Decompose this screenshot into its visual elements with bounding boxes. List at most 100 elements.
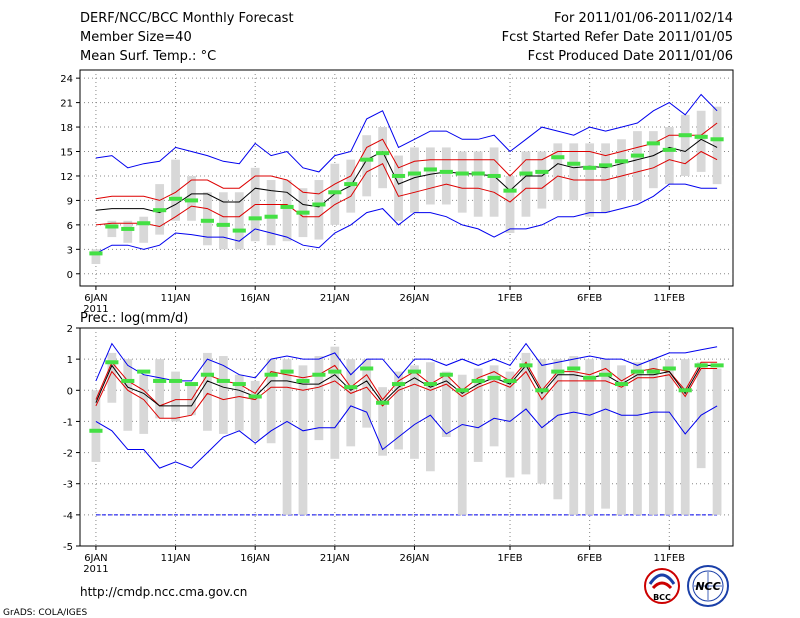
temp-median-mark	[328, 190, 342, 195]
precip-box	[203, 352, 212, 431]
precip-ytick-label: -3	[63, 480, 73, 491]
precip-median-mark	[567, 366, 581, 371]
precip-median-mark	[137, 369, 151, 374]
temp-xtick-sublabel: 2011	[83, 304, 108, 315]
temp-median-mark	[614, 159, 629, 164]
precip-box	[91, 390, 101, 462]
precip-box	[314, 356, 324, 441]
footer-url[interactable]: http://cmdp.ncc.cma.gov.cn	[80, 585, 247, 599]
precip-median-mark	[200, 372, 214, 377]
temp-median-mark	[344, 182, 358, 187]
precip-xtick-label: 26JAN	[400, 553, 430, 564]
precip-median-mark	[248, 394, 262, 399]
temp-median-mark	[312, 202, 326, 207]
temp-median-mark	[216, 222, 230, 227]
temp-ytick-label: 0	[67, 270, 73, 281]
temp-median-mark	[423, 167, 437, 172]
temp-box	[696, 110, 706, 172]
temp-box	[187, 175, 196, 221]
temp-box	[569, 143, 579, 201]
temp-box	[521, 151, 531, 217]
temp-ytick-label: 3	[67, 245, 73, 256]
precip-median-mark	[614, 382, 629, 387]
precip-box	[537, 359, 547, 484]
temp-xtick-label: 16JAN	[240, 293, 270, 304]
precip-box	[218, 356, 228, 434]
precip-box	[123, 359, 133, 431]
precip-box	[426, 362, 435, 472]
precip-xtick-label: 11FEB	[653, 553, 685, 564]
precip-median-mark	[407, 369, 422, 374]
precip-xtick-label: 6FEB	[577, 553, 602, 564]
temp-box	[680, 114, 690, 176]
bcc-logo-text: BCC	[653, 593, 671, 602]
precip-median-mark	[439, 372, 453, 377]
precip-box	[569, 356, 579, 515]
temp-min-line	[95, 183, 718, 254]
temp-box	[203, 192, 212, 246]
precip-upper-line	[95, 361, 718, 407]
temp-median-mark	[599, 163, 613, 168]
precip-median-mark	[105, 360, 119, 365]
precip-box	[601, 359, 610, 509]
precip-median-mark	[487, 375, 501, 380]
precip-xtick-sublabel: 2011	[83, 564, 108, 575]
temp-median-mark	[678, 133, 692, 138]
precip-median-mark	[312, 372, 326, 377]
precip-box	[617, 365, 626, 515]
temp-box	[266, 180, 276, 246]
temp-ytick-label: 24	[60, 74, 73, 85]
precip-median-mark	[376, 400, 390, 405]
temp-ytick-label: 15	[60, 148, 73, 159]
temp-median-mark	[264, 214, 278, 219]
precip-box	[457, 374, 467, 515]
precip-box	[378, 387, 387, 456]
precip-box	[441, 371, 451, 437]
precip-median-mark	[264, 372, 278, 377]
precip-box	[410, 365, 419, 459]
precip-median-mark	[503, 378, 517, 383]
precip-box	[330, 346, 340, 459]
precip-median-mark	[296, 378, 310, 383]
precip-box	[171, 371, 180, 422]
temp-xtick-label: 26JAN	[400, 293, 430, 304]
grads-credit: GrADS: COLA/IGES	[3, 608, 87, 618]
precip-ytick-label: 1	[67, 355, 73, 366]
bcc-logo: BCC	[644, 568, 680, 604]
precip-median-mark	[710, 363, 724, 368]
temp-box	[426, 147, 435, 205]
precip-median-mark	[662, 366, 676, 371]
temp-box	[553, 143, 563, 201]
temp-median-mark	[503, 188, 517, 193]
precip-min-line	[95, 405, 718, 469]
precip-median-mark	[184, 382, 199, 387]
precip-mean-line	[95, 364, 718, 407]
temp-median-mark	[248, 216, 262, 221]
precip-ytick-label: -2	[63, 449, 73, 460]
temp-median-mark	[280, 204, 294, 209]
precip-ytick-label: -1	[63, 417, 73, 428]
temp-median-mark	[551, 155, 565, 160]
temp-box	[648, 131, 658, 189]
precip-box	[648, 359, 658, 515]
temp-xtick-label: 21JAN	[320, 293, 350, 304]
precip-max-line	[95, 342, 718, 382]
temp-box	[457, 151, 467, 213]
temp-box	[712, 106, 722, 185]
temp-median-mark	[360, 157, 374, 162]
precip-box	[712, 368, 722, 515]
temp-median-mark	[407, 171, 422, 176]
precip-box	[155, 359, 165, 419]
temp-box	[171, 159, 180, 221]
precip-box	[585, 359, 595, 515]
precip-box	[489, 365, 499, 447]
temp-median-mark	[391, 173, 406, 178]
precip-box	[139, 374, 149, 434]
precip-ytick-label: 0	[67, 386, 73, 397]
temp-median-mark	[200, 218, 214, 223]
temp-ytick-label: 9	[67, 196, 73, 207]
precip-median-mark	[168, 378, 183, 383]
temp-box	[537, 151, 547, 209]
temp-xtick-label: 11JAN	[161, 293, 191, 304]
